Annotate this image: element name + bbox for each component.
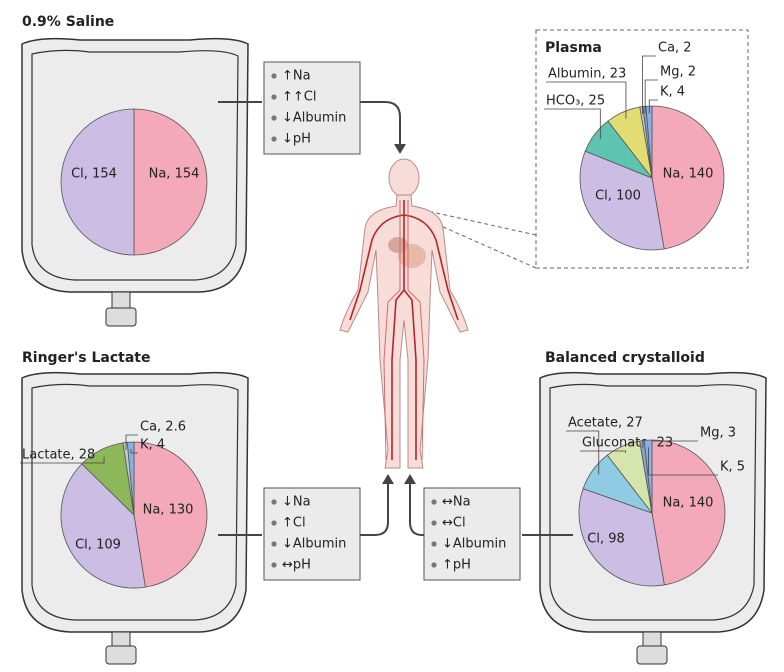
effect-line: ↔Na: [442, 495, 471, 510]
leader-line: [544, 108, 601, 139]
leader-line: [642, 440, 698, 448]
effect-line: ↑Na: [282, 69, 311, 84]
zoom-lines: [431, 211, 537, 269]
slice-label: Na, 130: [143, 503, 194, 518]
pie-title: Plasma: [545, 40, 602, 56]
pie-slice: [651, 105, 725, 250]
vessels: [349, 200, 459, 461]
effect-line: ↑pH: [442, 558, 471, 573]
effect-box: [423, 487, 521, 581]
slice-label: Na, 140: [663, 167, 714, 182]
effect-line: ↔Cl: [442, 516, 466, 531]
bullet: [271, 499, 277, 505]
pie-title: Ringer's Lactate: [22, 350, 150, 366]
effect-line: ↓Albumin: [282, 111, 346, 126]
slice-label: Ca, 2.6: [140, 420, 186, 435]
bullet: [431, 499, 437, 505]
effect-line: ↓pH: [282, 132, 311, 147]
slice-label: K, 5: [720, 460, 745, 475]
connector: [409, 482, 573, 536]
leader-line: [125, 434, 138, 450]
slice-label: Cl, 98: [587, 532, 625, 547]
slice-label: Mg, 3: [700, 426, 736, 441]
slice-label: Mg, 2: [660, 65, 696, 80]
leader-line: [648, 99, 658, 114]
slice-label: Ca, 2: [658, 41, 692, 56]
leader-line: [546, 81, 627, 119]
slice-label: Lactate, 28: [22, 448, 95, 463]
effect-line: ↑↑Cl: [282, 90, 316, 105]
leader-line: [580, 450, 626, 453]
bullet: [271, 94, 277, 100]
leader-line: [566, 430, 600, 475]
leader-line: [130, 449, 138, 454]
human-figure: [339, 158, 469, 469]
arrow-head: [382, 474, 394, 484]
bullet: [271, 73, 277, 79]
effect-box: [263, 61, 361, 155]
pie-slice: [651, 439, 726, 586]
bullet: [431, 520, 437, 526]
connector: [218, 101, 401, 146]
slice-label: Cl, 100: [595, 189, 641, 204]
pie-slice: [578, 488, 665, 587]
bullet: [271, 562, 277, 568]
slice-label: Cl, 109: [75, 538, 121, 553]
slice-label: HCO₃, 25: [546, 94, 605, 109]
effect-line: ↓Albumin: [442, 537, 506, 552]
plasma-frame: [535, 29, 749, 269]
pie-slice: [60, 463, 146, 589]
bullet: [271, 520, 277, 526]
slice-label: Gluconate, 23: [582, 436, 673, 451]
effect-line: ↓Na: [282, 495, 311, 510]
slice-label: Na, 154: [149, 167, 200, 182]
slice-label: K, 4: [140, 438, 165, 453]
pie-slice: [579, 150, 665, 251]
slice-label: K, 4: [660, 85, 685, 100]
pie-title: Balanced crystalloid: [545, 350, 705, 366]
arrow-head: [404, 474, 416, 484]
connector: [218, 482, 389, 536]
leader-line: [642, 55, 656, 114]
pie-slice: [133, 108, 208, 256]
pie-slice: [133, 441, 208, 588]
leader-line: [20, 456, 105, 464]
pie-title: 0.9% Saline: [22, 14, 114, 30]
slice-label: Albumin, 23: [548, 67, 626, 82]
bullet: [431, 562, 437, 568]
pie-slice: [643, 439, 653, 514]
bullet: [431, 541, 437, 547]
bullet: [271, 136, 277, 142]
bullet: [271, 115, 277, 121]
pie-slice: [60, 108, 135, 256]
leader-line: [648, 447, 718, 476]
effect-line: ↔pH: [282, 558, 311, 573]
leader-line: [644, 79, 658, 114]
slice-label: Na, 140: [663, 496, 714, 511]
pie-slice: [126, 441, 135, 516]
slice-label: Acetate, 27: [568, 416, 643, 431]
effect-box: [263, 487, 361, 581]
effect-line: ↑Cl: [282, 516, 306, 531]
bullet: [271, 541, 277, 547]
effect-line: ↓Albumin: [282, 537, 346, 552]
slice-label: Cl, 154: [71, 167, 117, 182]
arrow-head: [394, 144, 406, 154]
